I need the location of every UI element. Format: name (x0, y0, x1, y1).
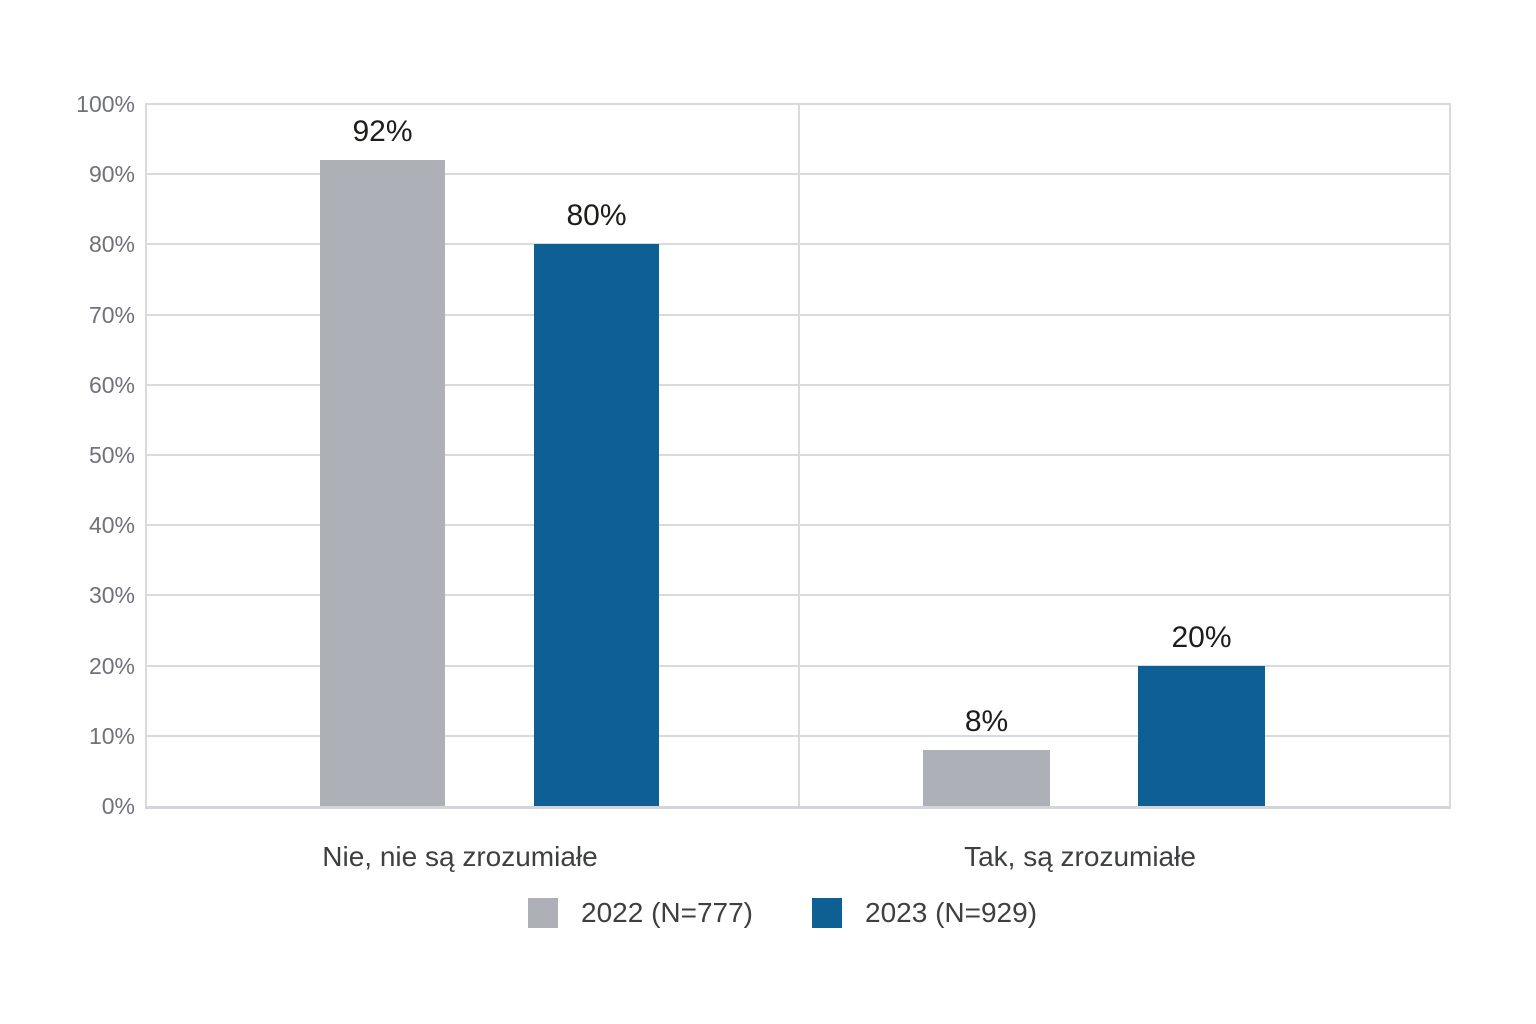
category-label: Tak, są zrozumiałe (964, 841, 1196, 872)
bar-2023 (1138, 666, 1265, 806)
legend: 2022 (N=777) 2023 (N=929) (528, 898, 1037, 928)
bar-2022 (923, 750, 1050, 806)
y-tick-label: 30% (88, 582, 135, 608)
legend-swatch-2023 (812, 898, 843, 928)
category-divider-line (798, 104, 800, 806)
y-tick-label: 100% (76, 91, 135, 117)
y-tick-label: 20% (88, 653, 135, 679)
bar-value-label: 20% (1171, 621, 1232, 654)
y-tick-label: 0% (101, 793, 135, 819)
plot-area: 92% 80% 8% 20% (145, 103, 1451, 809)
bar-value-label: 92% (352, 115, 413, 148)
y-tick-label: 90% (88, 161, 135, 187)
y-tick-label: 50% (88, 442, 135, 468)
legend-label: 2023 (N=929) (865, 897, 1038, 928)
bar-2022 (320, 160, 445, 806)
legend-item-2023: 2023 (N=929) (812, 898, 1037, 928)
y-tick-label: 10% (88, 723, 135, 749)
y-tick-label: 40% (88, 512, 135, 538)
plot-border (145, 104, 147, 806)
bar-value-label: 8% (964, 705, 1009, 738)
bar-value-label: 80% (566, 199, 627, 232)
y-tick-label: 70% (88, 302, 135, 328)
y-tick-label: 80% (88, 231, 135, 257)
plot-border (1449, 104, 1451, 806)
bar-2023 (534, 244, 659, 806)
y-tick-label: 60% (88, 372, 135, 398)
legend-item-2022: 2022 (N=777) (528, 898, 753, 928)
category-label: Nie, nie są zrozumiałe (322, 841, 598, 872)
x-axis-baseline (145, 806, 1451, 809)
legend-swatch-2022 (528, 898, 558, 928)
legend-label: 2022 (N=777) (581, 897, 754, 928)
